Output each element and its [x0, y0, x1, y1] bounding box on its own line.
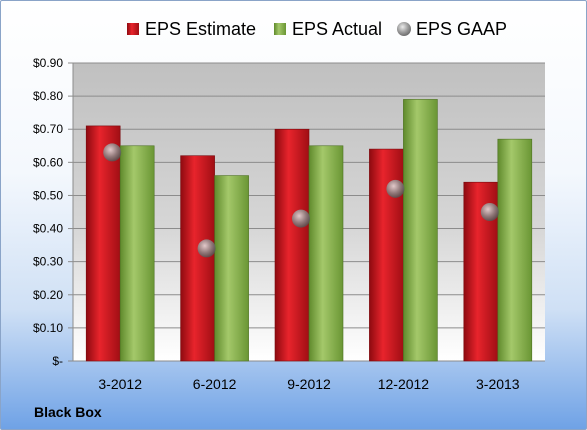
y-tick-label: $0.30: [33, 255, 63, 269]
legend: EPS Estimate EPS Actual EPS GAAP: [127, 19, 507, 39]
point-eps-gaap: [292, 209, 310, 228]
legend-label: EPS GAAP: [416, 19, 507, 39]
legend-swatch: [127, 23, 139, 35]
bar-eps-actual: [497, 138, 533, 362]
x-tick-label: 6-2012: [193, 376, 237, 392]
bar-eps-actual: [119, 145, 155, 362]
point-eps-gaap: [103, 143, 122, 162]
bars: [85, 99, 533, 362]
point-eps-gaap: [386, 179, 405, 198]
bar-eps-estimate: [85, 125, 121, 362]
legend-label: EPS Estimate: [145, 19, 256, 39]
bar-eps-actual: [403, 99, 438, 362]
y-tick-label: $0.90: [33, 56, 63, 70]
bar-eps-actual: [308, 145, 344, 362]
y-tick-label: $0.50: [33, 188, 63, 202]
x-tick-label: 3-2013: [476, 376, 520, 392]
y-tick-label: $0.60: [33, 155, 63, 169]
x-tick-label: 3-2012: [98, 376, 142, 392]
legend-swatch: [274, 23, 286, 35]
y-tick-label: $0.80: [33, 89, 63, 103]
y-tick-label: $0.10: [33, 321, 63, 335]
y-tick-label: $0.40: [33, 222, 63, 236]
y-axis-ticks: $- $0.10 $0.20 $0.30 $0.40 $0.50 $0.60 $0.70 $0.…: [33, 56, 74, 368]
y-tick-label: $-: [52, 354, 63, 368]
gaap-points: [103, 143, 499, 258]
bar-eps-estimate: [180, 155, 215, 362]
x-tick-label: 12-2012: [378, 376, 430, 392]
x-axis-ticks: 3-2012 6-2012 9-2012 12-2012 3-2013: [98, 376, 519, 392]
point-eps-gaap: [480, 203, 499, 221]
y-tick-label: $0.20: [33, 288, 63, 302]
bar-eps-actual: [214, 175, 249, 362]
company-name: Black Box: [34, 404, 102, 420]
x-tick-label: 9-2012: [287, 376, 331, 392]
bar-eps-estimate: [274, 128, 310, 362]
legend-swatch: [397, 22, 411, 36]
point-eps-gaap: [197, 239, 216, 258]
legend-label: EPS Actual: [292, 19, 382, 39]
y-tick-label: $0.70: [33, 122, 63, 136]
